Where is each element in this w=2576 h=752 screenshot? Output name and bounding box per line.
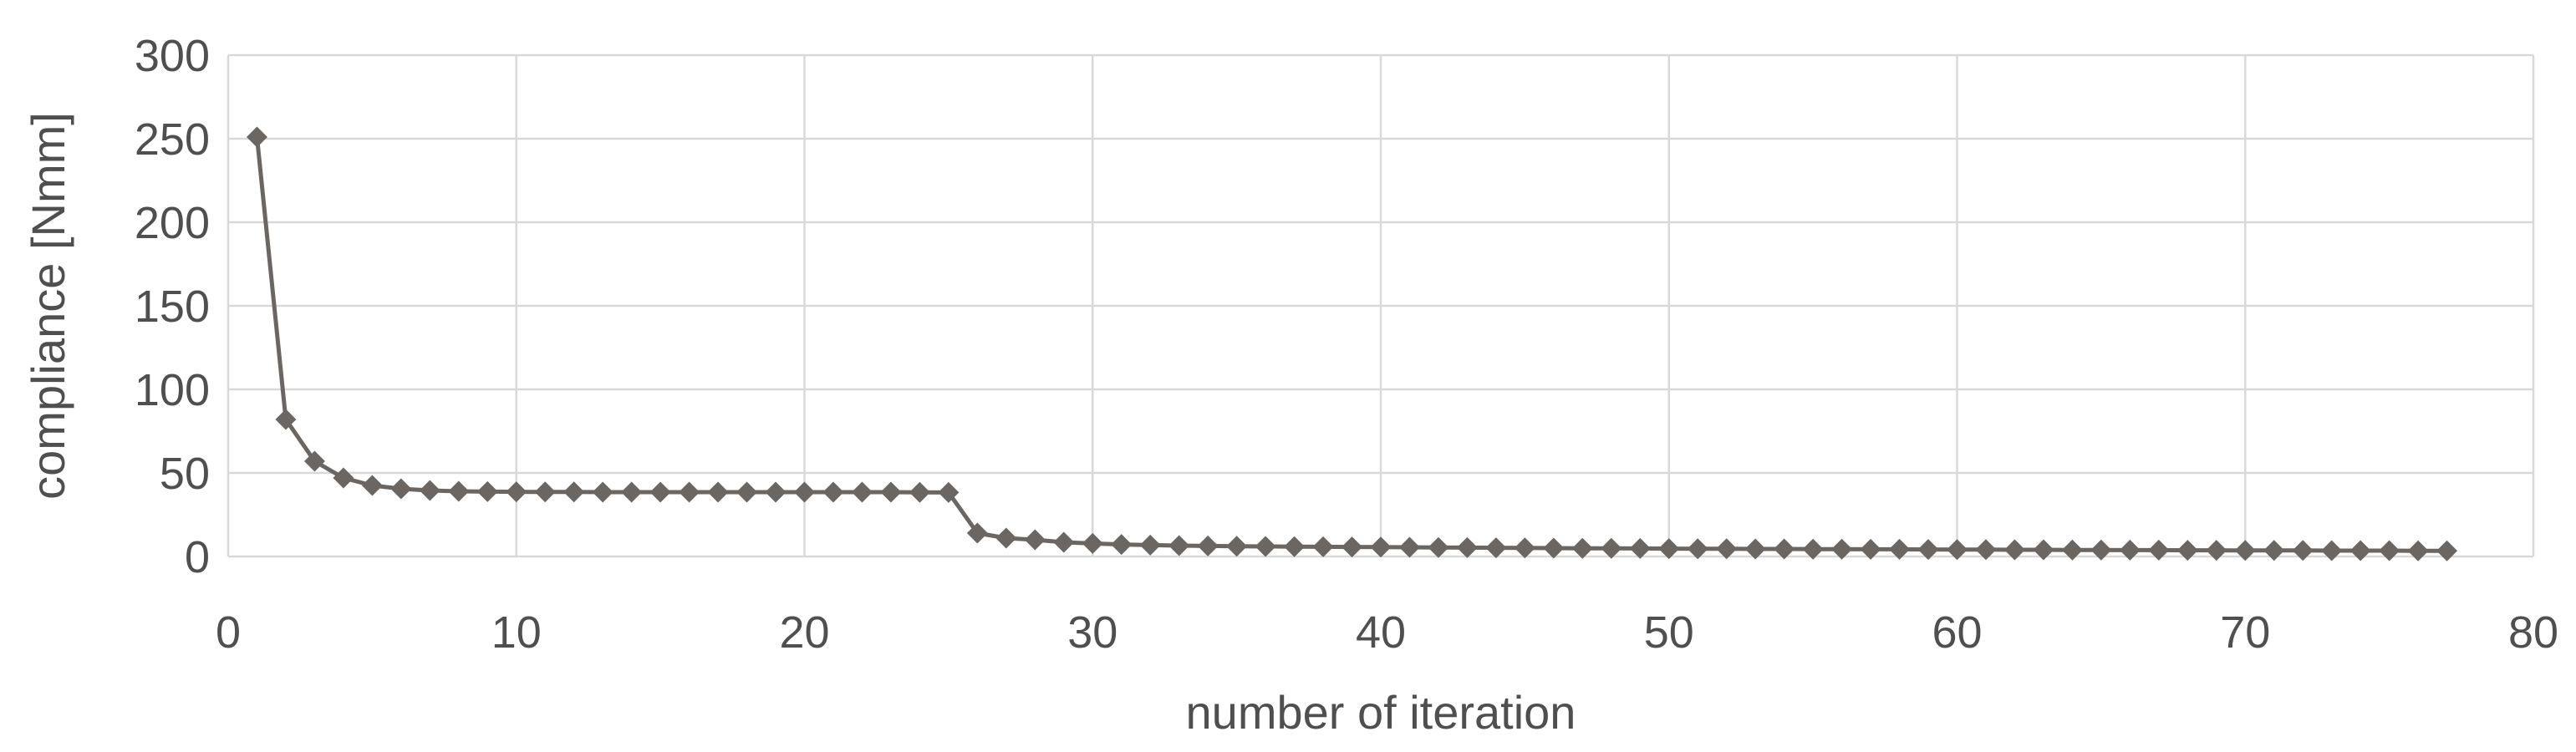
y-tick-label: 150 <box>135 282 210 332</box>
data-point-marker <box>246 126 267 148</box>
data-point-marker <box>736 481 758 503</box>
data-point-marker <box>1111 534 1133 556</box>
y-tick-label: 50 <box>160 449 210 499</box>
data-point-marker <box>1514 537 1535 559</box>
data-point-marker <box>1197 535 1219 556</box>
x-axis-title: number of iteration <box>1185 686 1576 739</box>
data-point-marker <box>995 527 1017 549</box>
data-point-marker <box>679 481 700 503</box>
data-point-marker <box>909 481 930 503</box>
x-tick-label: 40 <box>1356 607 1406 658</box>
y-tick-label: 200 <box>135 198 210 248</box>
data-point-marker <box>476 480 498 502</box>
data-point-marker <box>1831 538 1853 560</box>
x-tick-label: 50 <box>1644 607 1694 658</box>
data-point-marker <box>390 478 412 500</box>
data-point-marker <box>1082 532 1103 554</box>
data-point-marker <box>1284 536 1306 557</box>
data-point-marker <box>880 481 902 503</box>
data-point-marker <box>1975 539 1997 561</box>
data-point-marker <box>1601 537 1622 559</box>
data-point-marker <box>1629 537 1651 559</box>
data-point-marker <box>1398 536 1420 558</box>
y-tick-label: 0 <box>185 532 210 582</box>
x-tick-label: 60 <box>1932 607 1982 658</box>
data-point-marker <box>1658 538 1680 560</box>
data-point-marker <box>1139 534 1161 556</box>
data-point-marker <box>1543 537 1565 559</box>
x-tick-label: 10 <box>491 607 542 658</box>
data-point-marker <box>621 481 643 503</box>
x-tick-label: 20 <box>779 607 829 658</box>
data-point-marker <box>851 481 873 503</box>
data-point-marker <box>1687 538 1708 560</box>
data-point-marker <box>794 481 815 503</box>
data-point-marker <box>303 450 325 472</box>
data-point-marker <box>361 475 383 496</box>
data-point-marker <box>938 481 960 503</box>
data-point-marker <box>2321 540 2343 561</box>
data-point-marker <box>2090 539 2112 561</box>
data-point-marker <box>649 481 671 503</box>
data-point-marker <box>765 481 787 503</box>
data-point-marker <box>563 481 585 503</box>
data-point-marker <box>2148 539 2170 561</box>
data-point-marker <box>1255 536 1276 557</box>
y-tick-label: 300 <box>135 31 210 81</box>
data-point-marker <box>2206 540 2227 561</box>
data-point-marker <box>2003 539 2025 561</box>
x-tick-label: 70 <box>2220 607 2270 658</box>
data-point-marker <box>419 480 440 501</box>
data-point-marker <box>1917 539 1939 561</box>
data-point-marker <box>822 481 844 503</box>
data-point-marker <box>275 409 297 430</box>
data-point-marker <box>1802 538 1824 560</box>
data-point-marker <box>2176 540 2198 561</box>
data-point-marker <box>2061 539 2083 561</box>
y-tick-label: 250 <box>135 114 210 165</box>
data-point-marker <box>1947 539 1968 561</box>
data-point-marker <box>1571 537 1593 559</box>
data-point-marker <box>448 480 470 502</box>
data-point-marker <box>2292 540 2314 561</box>
data-point-marker <box>1744 538 1766 560</box>
data-point-marker <box>1456 536 1478 558</box>
data-point-marker <box>1226 536 1248 557</box>
data-point-marker <box>506 481 527 503</box>
x-tick-label: 30 <box>1067 607 1117 658</box>
data-point-marker <box>2033 539 2054 561</box>
data-point-marker <box>1370 536 1392 558</box>
data-point-marker <box>2407 540 2429 561</box>
data-point-marker <box>1053 531 1075 553</box>
y-axis-title: compliance [Nmm] <box>22 112 74 500</box>
data-point-marker <box>1860 538 1881 560</box>
data-point-marker <box>1428 536 1449 558</box>
series-line <box>254 135 2450 553</box>
data-point-marker <box>333 467 354 489</box>
data-point-marker <box>1889 538 1911 560</box>
data-point-marker <box>966 522 988 544</box>
data-point-marker <box>1774 538 1795 560</box>
data-point-marker <box>2263 540 2285 561</box>
data-point-marker <box>1716 538 1738 560</box>
data-point-marker <box>2436 540 2458 561</box>
x-tick-label: 0 <box>216 607 241 658</box>
data-point-marker <box>1485 537 1507 559</box>
data-point-marker <box>534 481 556 503</box>
data-point-marker <box>1168 535 1190 556</box>
data-point-marker <box>707 481 729 503</box>
data-point-marker <box>2379 540 2400 561</box>
x-tick-label: 80 <box>2508 607 2558 658</box>
data-point-marker <box>2234 540 2256 561</box>
data-point-marker <box>2349 540 2371 561</box>
data-point-marker <box>2119 539 2141 561</box>
y-tick-label: 100 <box>135 365 210 415</box>
data-point-marker <box>592 481 613 503</box>
data-point-marker <box>1341 536 1363 558</box>
data-point-marker <box>1312 536 1334 557</box>
data-point-marker <box>1024 529 1046 551</box>
